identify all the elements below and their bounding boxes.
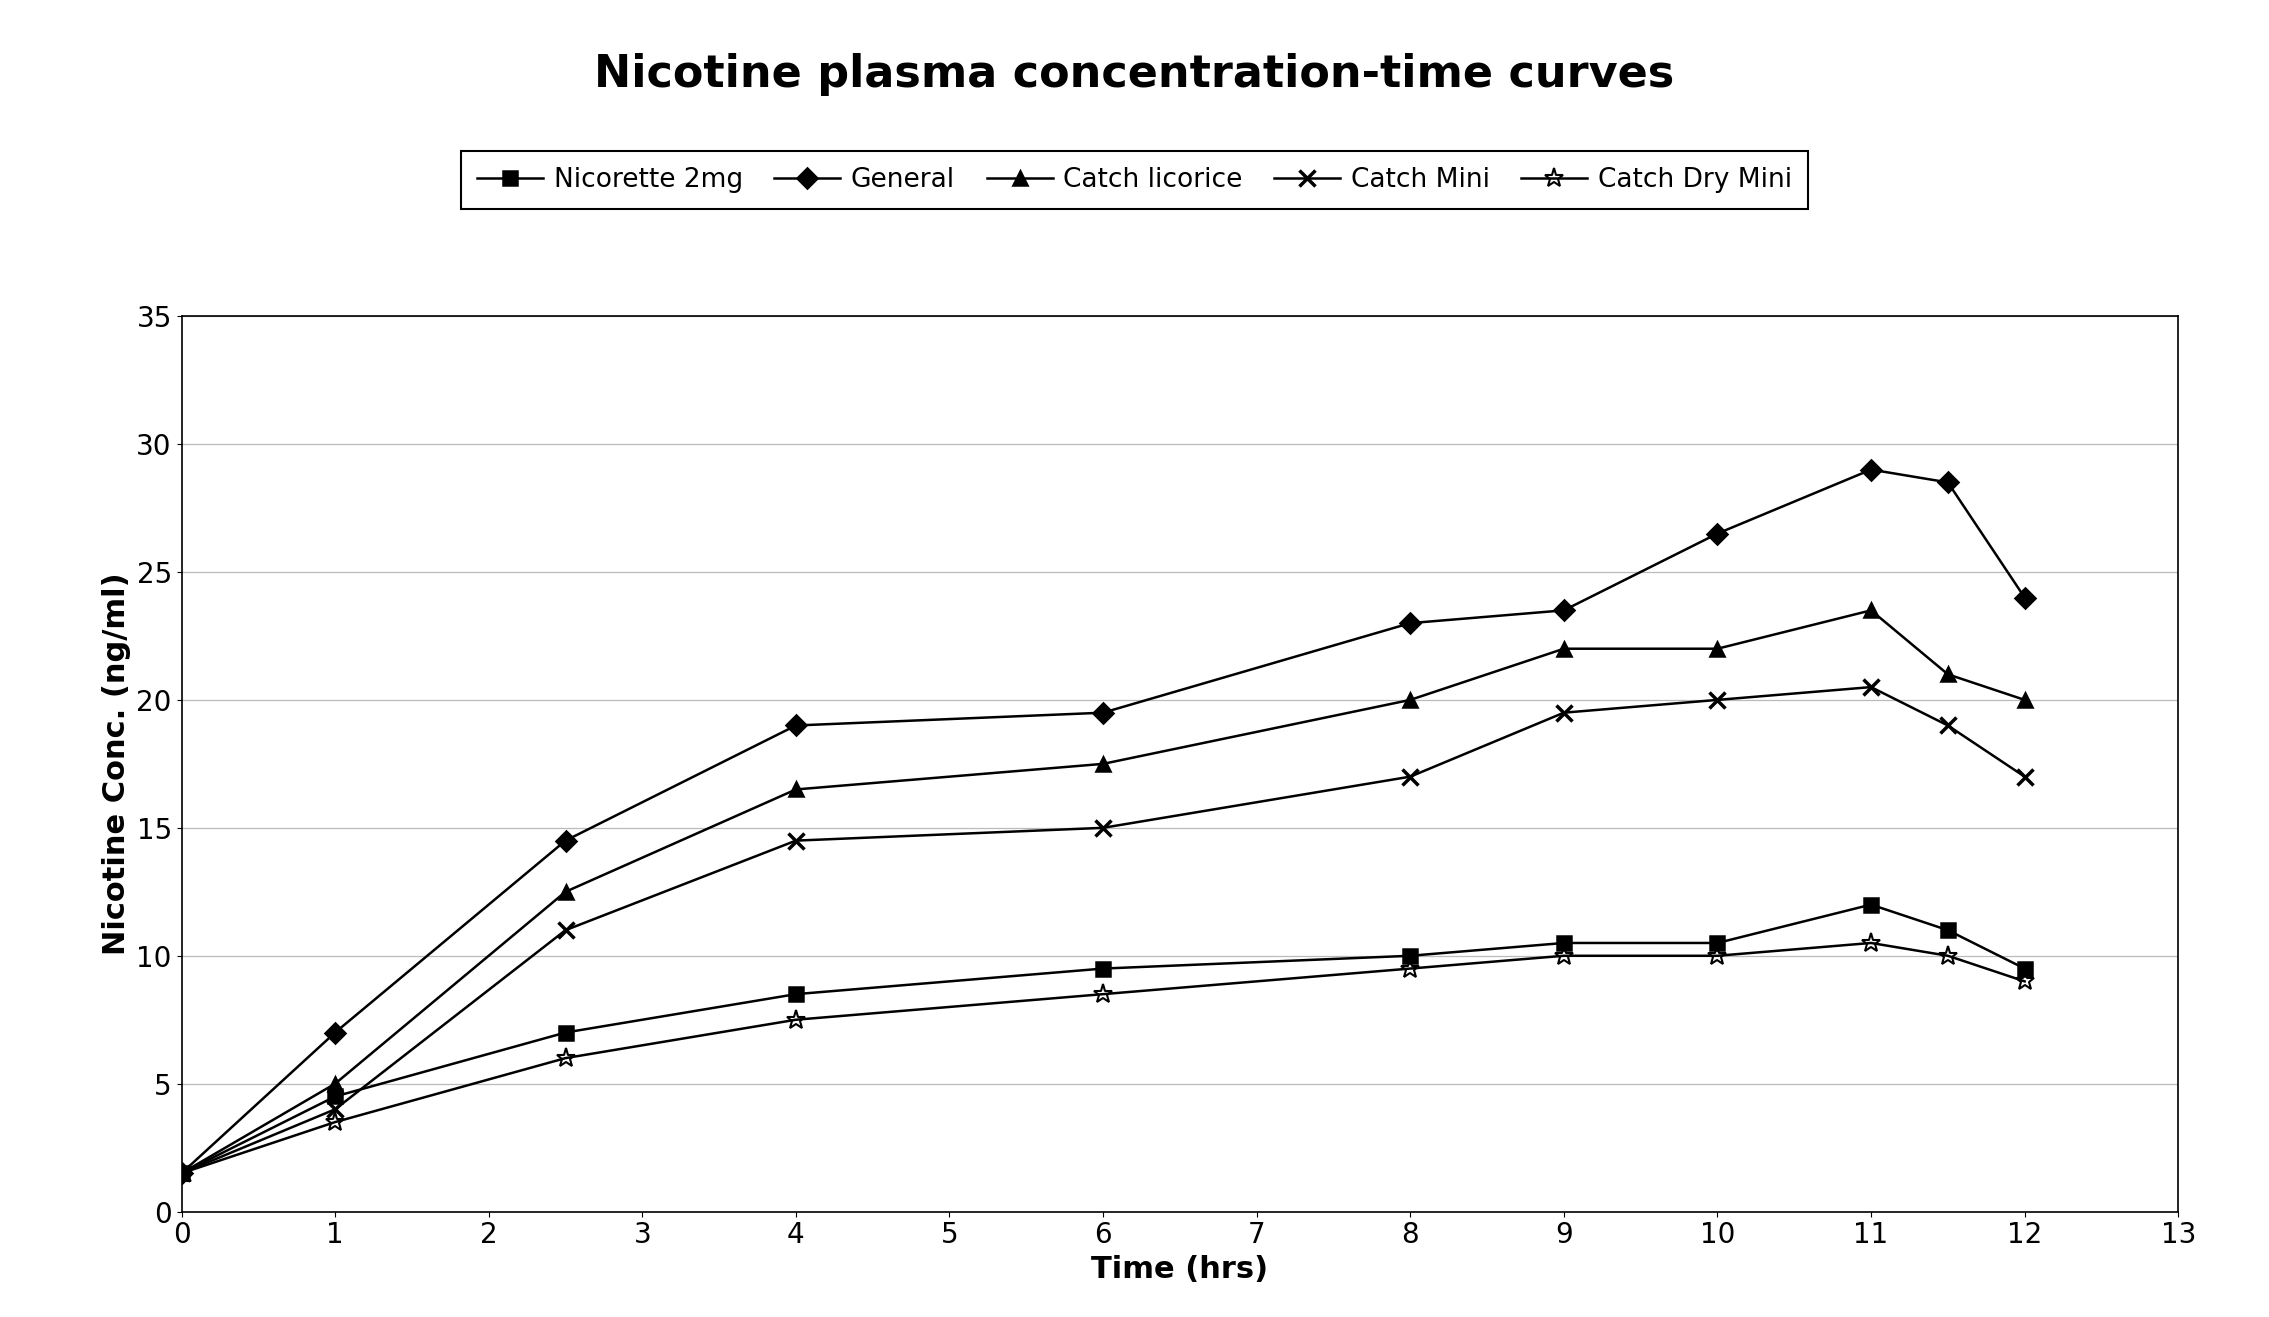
Catch licorice [1398,691,1425,707]
General [1704,525,1731,541]
Line: General: General [175,462,2031,1180]
Catch Mini [322,1101,349,1117]
General [551,832,579,848]
Legend: Nicorette 2mg, General, Catch licorice, Catch Mini, Catch Dry Mini: Nicorette 2mg, General, Catch licorice, … [461,151,1808,209]
Catch Mini [1858,680,1886,695]
Catch licorice [1933,666,1960,682]
Catch Mini [783,832,810,848]
Catch Mini [551,922,579,938]
Catch Dry Mini [322,1114,349,1130]
Line: Nicorette 2mg: Nicorette 2mg [175,898,2031,1180]
Catch Mini [1704,691,1731,707]
General [1858,462,1886,478]
General [1933,474,1960,490]
Line: Catch Dry Mini: Catch Dry Mini [172,934,2035,1183]
Line: Catch licorice: Catch licorice [175,603,2031,1180]
Catch Dry Mini [783,1011,810,1027]
General [322,1025,349,1040]
Catch Mini [1550,705,1577,720]
Catch licorice [168,1166,195,1181]
Catch Dry Mini [2010,973,2038,989]
Nicorette 2mg [322,1089,349,1105]
General [783,718,810,734]
Catch Dry Mini [1550,948,1577,964]
Catch licorice [1704,641,1731,657]
Catch licorice [1858,602,1886,618]
Catch Dry Mini [1398,960,1425,976]
Catch Mini [1398,769,1425,785]
X-axis label: Time (hrs): Time (hrs) [1091,1255,1268,1284]
Catch Dry Mini [1704,948,1731,964]
Catch licorice [783,781,810,797]
Catch Dry Mini [1089,986,1116,1002]
Nicorette 2mg [1398,948,1425,964]
Line: Catch Mini: Catch Mini [172,678,2033,1181]
General [2010,590,2038,606]
Nicorette 2mg [1704,935,1731,951]
Nicorette 2mg [168,1166,195,1181]
Catch Mini [168,1166,195,1181]
Catch Dry Mini [168,1166,195,1181]
Catch Dry Mini [1933,948,1960,964]
Catch licorice [322,1076,349,1092]
Catch Dry Mini [1858,935,1886,951]
Nicorette 2mg [1089,960,1116,976]
Nicorette 2mg [551,1025,579,1040]
General [1398,615,1425,631]
Y-axis label: Nicotine Conc. (ng/ml): Nicotine Conc. (ng/ml) [102,573,132,955]
Catch licorice [1089,756,1116,772]
Catch Mini [1933,718,1960,734]
Nicorette 2mg [2010,960,2038,976]
Nicorette 2mg [783,986,810,1002]
Nicorette 2mg [1933,922,1960,938]
Nicorette 2mg [1858,897,1886,913]
Catch Mini [1089,820,1116,836]
General [1089,705,1116,720]
Catch licorice [2010,691,2038,707]
Catch licorice [551,884,579,900]
Text: Nicotine plasma concentration-time curves: Nicotine plasma concentration-time curve… [594,53,1675,96]
Catch Dry Mini [551,1050,579,1065]
General [1550,602,1577,618]
Catch Mini [2010,769,2038,785]
Nicorette 2mg [1550,935,1577,951]
General [168,1166,195,1181]
Catch licorice [1550,641,1577,657]
